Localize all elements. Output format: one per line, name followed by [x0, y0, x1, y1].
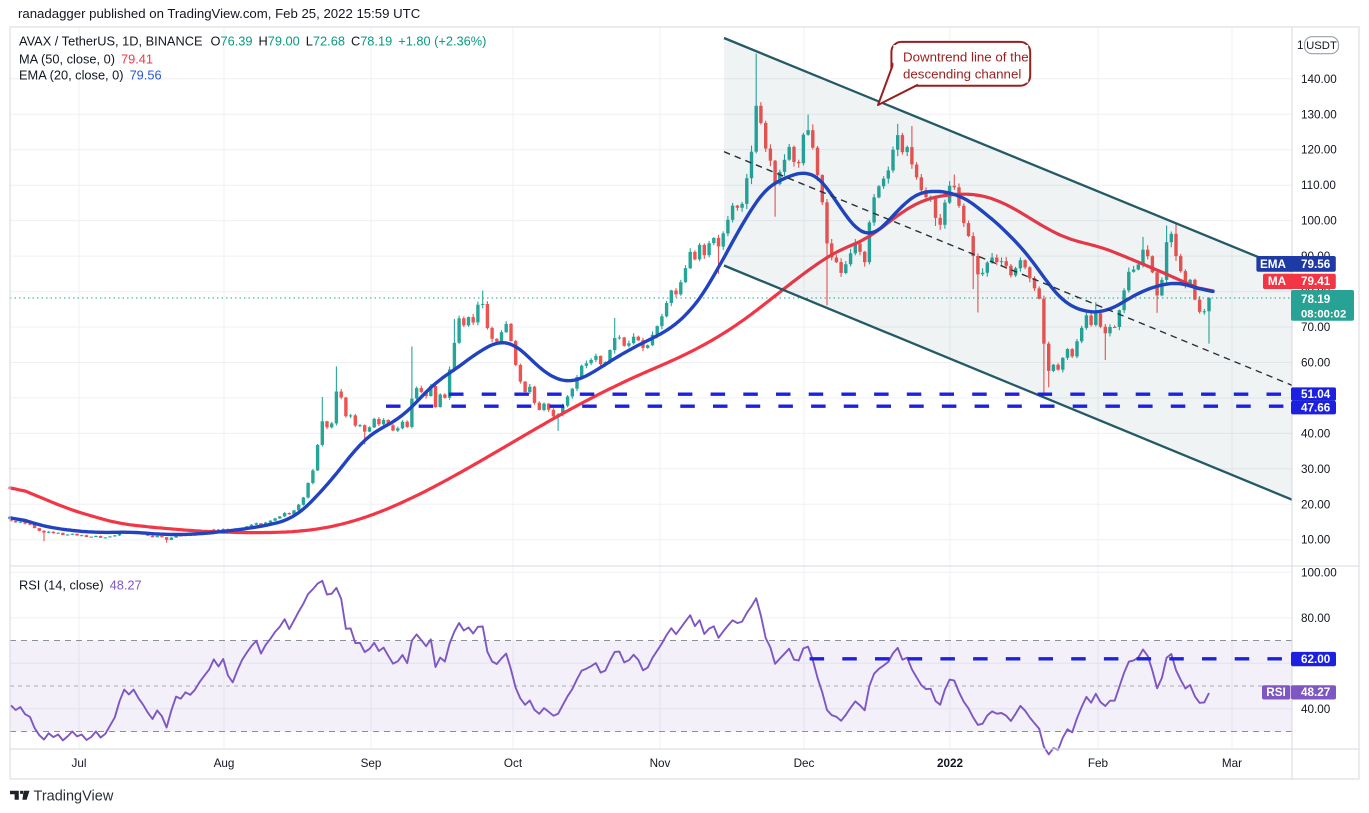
svg-text:Nov: Nov: [650, 757, 671, 770]
svg-text:79.41: 79.41: [1301, 275, 1331, 288]
svg-text:MA (50, close, 0)79.41: MA (50, close, 0) 79.41: [19, 52, 153, 67]
svg-text:40.00: 40.00: [1301, 703, 1331, 716]
svg-text:ranadagger published on Tradin: ranadagger published on TradingView.com,…: [18, 6, 421, 21]
svg-text:2022: 2022: [937, 757, 964, 770]
svg-text:08:00:02: 08:00:02: [1301, 309, 1346, 321]
svg-text:30.00: 30.00: [1301, 463, 1331, 476]
svg-text:140.00: 140.00: [1301, 73, 1337, 86]
svg-text:78.19: 78.19: [1301, 293, 1331, 306]
svg-text:Dec: Dec: [794, 757, 815, 770]
svg-text:100.00: 100.00: [1301, 215, 1337, 228]
svg-text:100.00: 100.00: [1301, 566, 1337, 579]
svg-text:EMA (20, close, 0)79.56: EMA (20, close, 0) 79.56: [19, 68, 162, 83]
svg-text:EMA: EMA: [1260, 258, 1287, 271]
svg-text:80.00: 80.00: [1301, 612, 1331, 625]
svg-text:47.66: 47.66: [1301, 402, 1331, 415]
svg-text:10.00: 10.00: [1301, 534, 1331, 547]
svg-text:70.00: 70.00: [1301, 321, 1331, 334]
svg-text:Mar: Mar: [1222, 757, 1242, 770]
svg-text:Jul: Jul: [72, 757, 87, 770]
svg-text:51.04: 51.04: [1301, 388, 1331, 401]
svg-text:79.56: 79.56: [1301, 258, 1331, 271]
svg-text:descending channel: descending channel: [903, 67, 1021, 82]
svg-text:60.00: 60.00: [1301, 357, 1331, 370]
svg-text:40.00: 40.00: [1301, 427, 1331, 440]
svg-text:RSI: RSI: [1266, 686, 1285, 699]
svg-text:Downtrend line of the: Downtrend line of the: [903, 50, 1029, 65]
svg-text:110.00: 110.00: [1301, 179, 1336, 192]
svg-text:RSI (14, close)48.27: RSI (14, close) 48.27: [19, 578, 142, 593]
svg-text:62.00: 62.00: [1301, 653, 1331, 666]
svg-text:1: 1: [1297, 39, 1304, 52]
svg-text:Sep: Sep: [361, 757, 382, 770]
svg-text:48.27: 48.27: [1301, 686, 1330, 699]
svg-text:USDT: USDT: [1306, 40, 1337, 52]
svg-text:20.00: 20.00: [1301, 498, 1331, 511]
svg-text:MA: MA: [1268, 275, 1287, 288]
svg-text:Oct: Oct: [504, 757, 523, 770]
svg-text:130.00: 130.00: [1301, 108, 1337, 121]
svg-text:Feb: Feb: [1088, 757, 1109, 770]
svg-text:Aug: Aug: [214, 757, 235, 770]
svg-text:TradingView: TradingView: [34, 789, 114, 805]
svg-text:120.00: 120.00: [1301, 144, 1337, 157]
